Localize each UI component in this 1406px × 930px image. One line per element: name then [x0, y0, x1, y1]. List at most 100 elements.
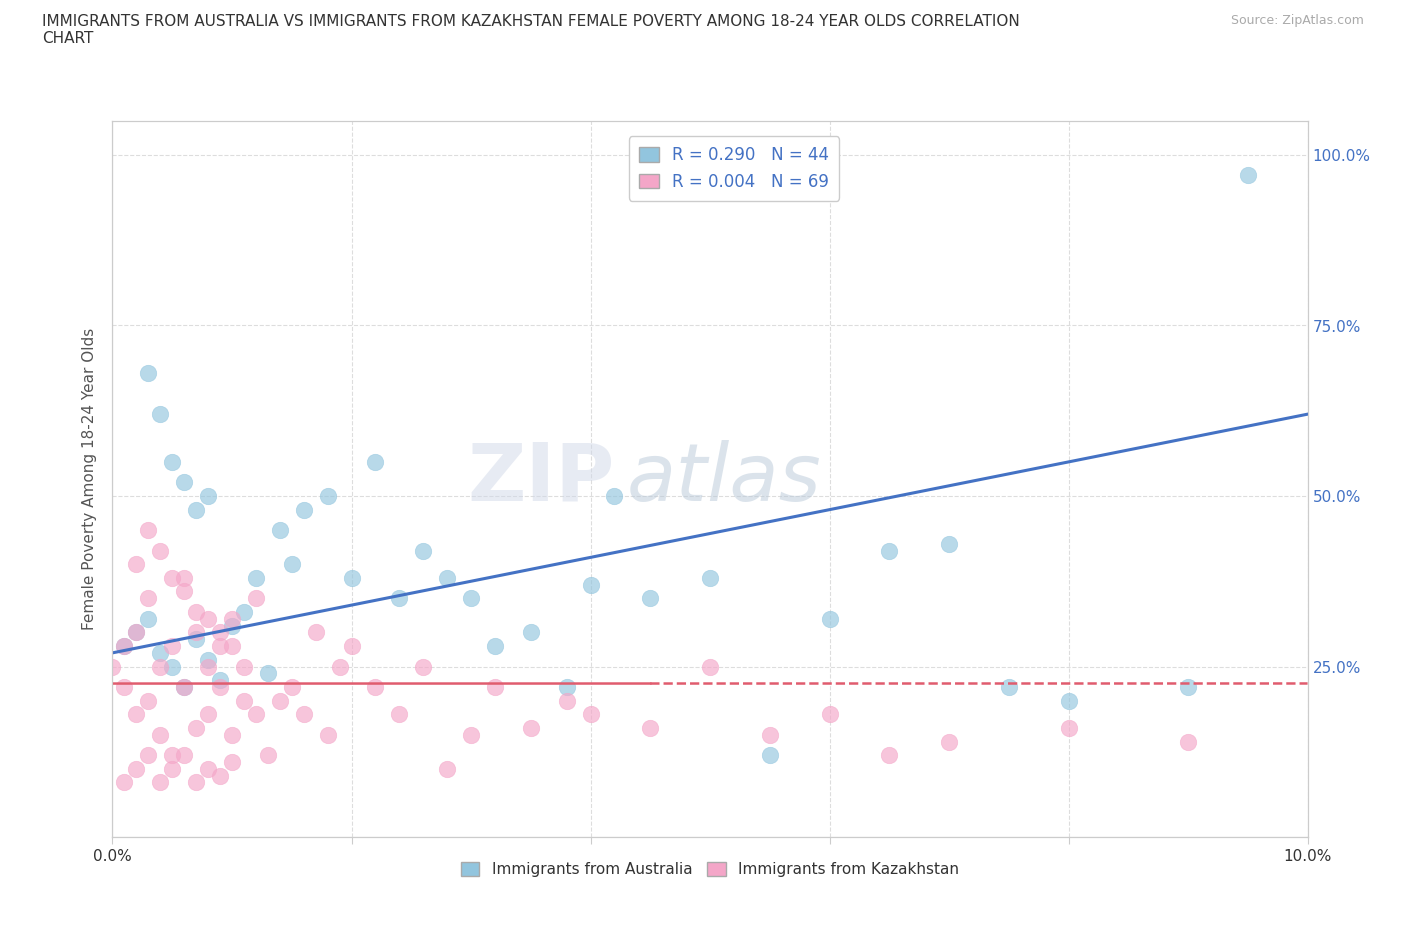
- Point: [114, 639, 135, 654]
- Point: [640, 721, 662, 736]
- Point: [520, 721, 543, 736]
- Point: [186, 502, 208, 517]
- Point: [162, 639, 183, 654]
- Legend: Immigrants from Australia, Immigrants from Kazakhstan: Immigrants from Australia, Immigrants fr…: [456, 856, 965, 884]
- Point: [281, 680, 304, 695]
- Point: [197, 611, 219, 626]
- Text: Source: ZipAtlas.com: Source: ZipAtlas.com: [1230, 14, 1364, 27]
- Point: [460, 591, 482, 605]
- Point: [186, 604, 208, 619]
- Point: [125, 625, 148, 640]
- Point: [125, 625, 148, 640]
- Point: [221, 727, 243, 742]
- Point: [484, 639, 506, 654]
- Point: [197, 659, 219, 674]
- Text: atlas: atlas: [627, 440, 821, 518]
- Point: [197, 707, 219, 722]
- Point: [186, 721, 208, 736]
- Point: [603, 488, 626, 503]
- Y-axis label: Female Poverty Among 18-24 Year Olds: Female Poverty Among 18-24 Year Olds: [82, 328, 97, 631]
- Point: [221, 618, 243, 633]
- Text: ZIP: ZIP: [467, 440, 614, 518]
- Point: [1177, 680, 1199, 695]
- Point: [186, 631, 208, 646]
- Point: [699, 570, 721, 585]
- Point: [257, 666, 280, 681]
- Point: [162, 455, 183, 470]
- Point: [114, 775, 135, 790]
- Point: [114, 639, 135, 654]
- Point: [138, 693, 160, 708]
- Point: [292, 707, 315, 722]
- Point: [173, 680, 195, 695]
- Point: [173, 570, 195, 585]
- Point: [149, 543, 172, 558]
- Point: [138, 591, 160, 605]
- Point: [436, 762, 458, 777]
- Point: [149, 406, 172, 421]
- Point: [101, 659, 124, 674]
- Point: [1057, 693, 1080, 708]
- Point: [436, 570, 458, 585]
- Point: [221, 611, 243, 626]
- Point: [209, 680, 232, 695]
- Point: [555, 680, 578, 695]
- Point: [209, 768, 232, 783]
- Point: [221, 754, 243, 769]
- Point: [162, 659, 183, 674]
- Point: [460, 727, 482, 742]
- Point: [149, 775, 172, 790]
- Point: [281, 557, 304, 572]
- Point: [221, 639, 243, 654]
- Point: [125, 762, 148, 777]
- Point: [818, 707, 841, 722]
- Point: [149, 659, 172, 674]
- Point: [340, 639, 363, 654]
- Point: [316, 488, 339, 503]
- Point: [245, 707, 267, 722]
- Point: [149, 727, 172, 742]
- Point: [879, 543, 901, 558]
- Point: [138, 523, 160, 538]
- Point: [938, 734, 960, 749]
- Point: [173, 748, 195, 763]
- Point: [209, 625, 232, 640]
- Point: [1057, 721, 1080, 736]
- Point: [257, 748, 280, 763]
- Point: [579, 707, 602, 722]
- Point: [340, 570, 363, 585]
- Point: [125, 707, 148, 722]
- Point: [1177, 734, 1199, 749]
- Point: [173, 680, 195, 695]
- Point: [520, 625, 543, 640]
- Point: [640, 591, 662, 605]
- Point: [484, 680, 506, 695]
- Point: [162, 570, 183, 585]
- Point: [233, 659, 256, 674]
- Point: [209, 672, 232, 687]
- Point: [125, 557, 148, 572]
- Point: [186, 625, 208, 640]
- Point: [162, 748, 183, 763]
- Point: [412, 659, 434, 674]
- Point: [197, 488, 219, 503]
- Point: [233, 693, 256, 708]
- Point: [162, 762, 183, 777]
- Point: [938, 537, 960, 551]
- Point: [114, 680, 135, 695]
- Point: [138, 611, 160, 626]
- Point: [818, 611, 841, 626]
- Point: [305, 625, 328, 640]
- Point: [269, 693, 291, 708]
- Point: [245, 570, 267, 585]
- Point: [998, 680, 1021, 695]
- Point: [269, 523, 291, 538]
- Text: IMMIGRANTS FROM AUSTRALIA VS IMMIGRANTS FROM KAZAKHSTAN FEMALE POVERTY AMONG 18-: IMMIGRANTS FROM AUSTRALIA VS IMMIGRANTS …: [42, 14, 1019, 46]
- Point: [879, 748, 901, 763]
- Point: [149, 645, 172, 660]
- Point: [1237, 168, 1260, 183]
- Point: [759, 727, 782, 742]
- Point: [292, 502, 315, 517]
- Point: [316, 727, 339, 742]
- Point: [699, 659, 721, 674]
